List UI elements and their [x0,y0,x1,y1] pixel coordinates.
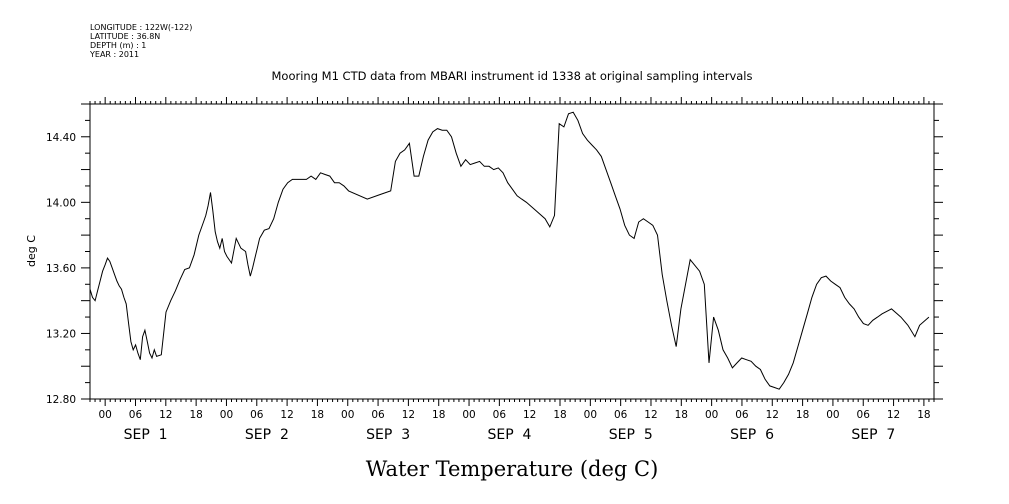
x-day-label: SEP 5 [609,427,653,443]
x-day-label: SEP 6 [730,427,774,443]
x-day-label: SEP 1 [124,427,168,443]
y-tick-label: 14.40 [46,132,76,144]
x-day-label: SEP 7 [851,427,895,443]
x-hour-label: 00 [341,409,354,421]
x-hour-label: 00 [220,409,233,421]
x-hour-label: 00 [705,409,718,421]
x-hour-label: 12 [766,409,779,421]
x-hour-label: 12 [402,409,415,421]
x-hour-label: 18 [432,409,445,421]
x-hour-label: 06 [250,409,264,421]
year-label: YEAR : 2011 [89,50,139,59]
x-hour-label: 06 [614,409,628,421]
x-hour-label: 00 [826,409,839,421]
y-tick-label: 13.20 [46,328,76,340]
x-hour-label: 18 [553,409,566,421]
x-hour-label: 18 [796,409,809,421]
x-hour-label: 12 [887,409,900,421]
x-hour-label: 00 [462,409,475,421]
x-hour-label: 06 [493,409,507,421]
y-tick-label: 14.00 [46,197,76,209]
depth-label: DEPTH (m) : 1 [90,41,146,50]
x-hour-label: 18 [189,409,202,421]
x-hour-label: 12 [644,409,657,421]
longitude-label: LONGITUDE : 122W(-122) [90,23,192,32]
latitude-label: LATITUDE : 36.8N [90,32,160,41]
x-day-label: SEP 4 [487,427,531,443]
y-tick-label: 12.80 [46,394,76,406]
x-hour-label: 00 [98,409,111,421]
plot-frame [89,103,935,400]
x-hour-label: 06 [857,409,871,421]
x-hour-label: 18 [675,409,688,421]
x-hour-label: 12 [159,409,172,421]
x-day-labels: SEP 1 SEP 2 SEP 3 SEP 4 SEP 5 SEP 6 SEP 7 [124,427,896,443]
x-hour-label: 12 [523,409,536,421]
y-axis-label: deg C [25,235,38,267]
y-tick-label: 13.60 [46,263,76,275]
x-hour-labels: 00 06 12 18 00 06 12 18 00 06 12 18 00 06 12 18 00 06 12 18… [98,409,930,421]
temperature-series-line [89,111,930,390]
x-hour-label: 06 [371,409,385,421]
x-axis-label: Water Temperature (deg C) [366,457,659,481]
x-hour-label: 06 [129,409,143,421]
axis-ticks [81,97,943,406]
y-tick-labels: 12.80 13.20 13.60 14.00 14.40 [46,132,76,406]
x-hour-label: 12 [280,409,293,421]
x-hour-label: 00 [584,409,597,421]
x-hour-label: 06 [735,409,749,421]
x-hour-label: 18 [311,409,324,421]
x-day-label: SEP 2 [245,427,289,443]
x-day-label: SEP 3 [366,427,410,443]
chart-title: Mooring M1 CTD data from MBARI instrumen… [272,69,753,83]
x-hour-label: 18 [917,409,930,421]
